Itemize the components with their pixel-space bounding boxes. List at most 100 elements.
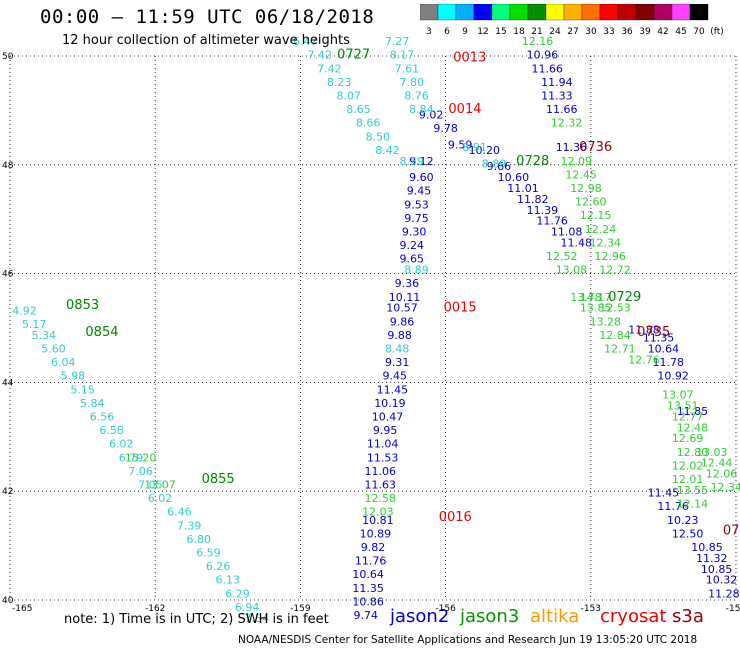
colorbar-swatch — [509, 4, 529, 21]
jason2-wave-height-point: 9.12 — [409, 155, 434, 168]
altika-wave-height-point: 6.26 — [206, 560, 231, 573]
jason2-wave-height-point: 9.78 — [433, 122, 458, 135]
jason3-wave-height-point: 12.98 — [570, 182, 602, 195]
altika-wave-height-point: 5.15 — [70, 383, 95, 396]
altika-wave-height-point: 5.60 — [41, 342, 66, 355]
colorbar-swatch — [420, 4, 439, 21]
jason2-wave-height-point: 9.86 — [390, 315, 415, 328]
jason2-wave-height-point: 11.53 — [367, 451, 399, 464]
colorbar-tick-label: 36 — [621, 27, 633, 37]
altika-wave-height-point: 8.76 — [404, 90, 429, 103]
altika-wave-height-point: 7.39 — [177, 519, 202, 532]
altika-wave-height-point: 8.07 — [337, 90, 362, 103]
altika-wave-height-point: 8.89 — [404, 264, 429, 277]
x-tick-label: -165 — [12, 604, 32, 614]
altika-wave-height-point: 6.02 — [148, 492, 173, 505]
pass-time-label: 0729 — [608, 290, 641, 305]
jason2-wave-height-point: 10.96 — [527, 49, 559, 62]
altika-wave-height-point: 5.98 — [61, 370, 86, 383]
jason2-wave-height-point: 11.76 — [657, 500, 689, 513]
jason3-wave-height-point: 12.34 — [711, 481, 740, 494]
altika-wave-height-point: 6.94 — [235, 601, 260, 614]
jason2-wave-height-point: 10.85 — [701, 563, 733, 576]
jason2-wave-height-point: 11.45 — [648, 487, 680, 500]
jason2-wave-height-point: 9.60 — [409, 171, 434, 184]
jason2-wave-height-point: 9.59 — [448, 138, 473, 151]
jason3-wave-height-point: 13.07 — [144, 478, 176, 491]
jason3-wave-height-point: 12.77 — [672, 410, 704, 423]
colorbar-tick-label: 27 — [567, 27, 578, 37]
jason3-wave-height-point: 12.01 — [672, 473, 704, 486]
jason2-wave-height-point: 11.63 — [365, 478, 397, 491]
colorbar-tick-label: 12 — [477, 27, 488, 37]
jason3-wave-height-point: 13.51 — [667, 400, 699, 413]
jason2-wave-height-point: 11.48 — [561, 236, 593, 249]
colorbar-tick-label: 9 — [462, 27, 468, 37]
colorbar-tick-label: 39 — [639, 27, 651, 37]
jason3-wave-height-point: 12.16 — [522, 35, 554, 48]
y-tick-label: 48 — [2, 161, 14, 171]
chart-subtitle: 12 hour collection of altimeter wave hei… — [62, 33, 350, 48]
jason3-wave-height-point: 12.60 — [575, 196, 607, 209]
colorbar-swatch — [545, 4, 565, 21]
altika-wave-height-point: 6.47 — [293, 35, 318, 48]
altika-wave-height-point: 7.06 — [128, 465, 153, 478]
jason2-wave-height-point: 9.66 — [487, 160, 512, 173]
jason3-wave-height-point: 12.44 — [701, 457, 733, 470]
pass-time-label: 0016 — [439, 510, 472, 525]
legend-cryosat: cryosat — [600, 606, 667, 627]
colorbar-swatch — [653, 4, 673, 21]
jason3-wave-height-point: 13.55 — [677, 484, 709, 497]
altika-wave-height-point: 6.46 — [167, 506, 192, 519]
x-tick-label: -150 — [726, 604, 740, 614]
jason2-wave-height-point: 11.85 — [677, 405, 709, 418]
jason2-wave-height-point: 10.85 — [691, 541, 723, 554]
jason2-wave-height-point: 11.76 — [355, 555, 387, 568]
jason2-wave-height-point: 9.95 — [373, 424, 398, 437]
jason3-wave-height-point: 15.20 — [125, 451, 157, 464]
altika-wave-height-point: 8.42 — [375, 144, 400, 157]
altika-wave-height-point: 5.84 — [80, 397, 105, 410]
pass-time-label: 0013 — [453, 50, 486, 65]
jason2-wave-height-point: 9.02 — [419, 109, 444, 122]
colorbar-tick-label: (ft) — [710, 27, 724, 37]
jason2-wave-height-point: 10.20 — [469, 144, 501, 157]
y-tick-label: 44 — [2, 378, 14, 388]
legend-altika: altika — [530, 606, 580, 627]
jason2-wave-height-point: 11.01 — [507, 182, 539, 195]
altika-wave-height-point: 6.02 — [109, 438, 134, 451]
jason2-wave-height-point: 11.06 — [365, 465, 397, 478]
jason2-wave-height-point: 11.88 — [628, 323, 660, 336]
altika-wave-height-point: 6.58 — [99, 424, 124, 437]
colorbar-swatch — [671, 4, 691, 21]
colorbar-swatch — [635, 4, 655, 21]
wave-height-colorbar: 3 6 9 12 15 18 21 24 27 30 33 36 39 42 45 70 (ft) — [420, 4, 724, 37]
altika-wave-height-point: 6.04 — [51, 356, 76, 369]
jason2-wave-height-point: 10.64 — [352, 568, 384, 581]
colorbar-tick-label: 45 — [675, 27, 686, 37]
altika-wave-height-point: 4.92 — [12, 304, 37, 317]
jason3-wave-height-point: 12.84 — [599, 329, 631, 342]
jason3-wave-height-point: 12.58 — [365, 492, 397, 505]
altika-wave-height-point: 8.50 — [366, 130, 391, 143]
pass-time-label: 07 — [723, 524, 740, 539]
jason3-wave-height-point: 12.69 — [672, 432, 704, 445]
altika-wave-height-point: 7.05 — [138, 478, 163, 491]
jason3-wave-height-point: 12.71 — [604, 342, 636, 355]
jason3-wave-height-point: 12.24 — [585, 223, 617, 236]
jason2-wave-height-point: 11.35 — [352, 582, 384, 595]
jason3-wave-height-point: 12.76 — [628, 353, 660, 366]
jason3-wave-height-point: 12.96 — [594, 250, 626, 263]
colorbar-swatch — [455, 4, 475, 21]
colorbar-swatch — [599, 4, 619, 21]
colorbar-swatch — [581, 4, 601, 21]
jason2-wave-height-point: 10.47 — [372, 410, 404, 423]
jason3-wave-height-point: 12.80 — [677, 446, 709, 459]
pass-time-label: 0853 — [66, 298, 99, 313]
colorbar-tick-label: 30 — [585, 27, 597, 37]
x-tick-label: -153 — [581, 604, 601, 614]
altika-wave-height-point: 7.61 — [395, 62, 420, 75]
colorbar-swatch — [617, 4, 637, 21]
jason2-wave-height-point: 9.45 — [383, 370, 408, 383]
colorbar-tick-label: 42 — [657, 27, 668, 37]
